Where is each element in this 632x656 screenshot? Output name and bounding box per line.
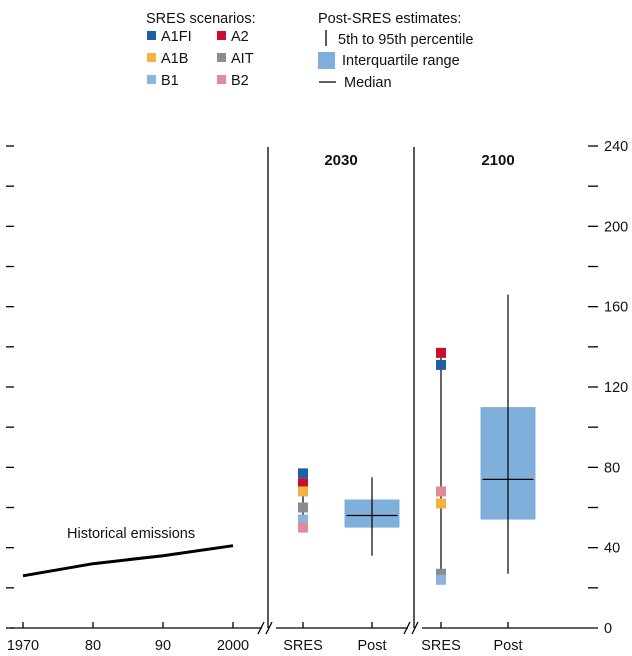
sres-marker-2100-a2	[436, 347, 446, 358]
panel-2100: SRES Post	[421, 294, 536, 654]
axis-break-left	[257, 621, 273, 635]
y-tick-label-120: 120	[604, 380, 628, 396]
legend-swatch-a1b	[147, 53, 156, 62]
x-ticks: 1970 80 90 2000	[7, 622, 249, 654]
scenario-panels: SRES Post SRES Post	[283, 294, 536, 654]
sres-marker-2100-ait	[436, 568, 446, 579]
sres-marker-2030-a1fi	[298, 468, 308, 479]
panel-title-2030: 2030	[324, 152, 357, 169]
x-tick-label-2100-post: Post	[493, 638, 522, 654]
legend-label-a2: A2	[231, 29, 249, 45]
legend: SRES scenarios: A1FI A2 A1B AIT B1 B2 Post-SR…	[146, 11, 473, 91]
y-tick-label-0: 0	[604, 621, 612, 637]
y-tick-label-200: 200	[604, 219, 628, 235]
axis-break-right	[403, 621, 419, 635]
sres-marker-2030-a1b	[298, 486, 308, 497]
y-tick-label-240: 240	[604, 139, 628, 155]
legend-swatch-a1fi	[147, 31, 156, 40]
y-tick-label-40: 40	[604, 541, 620, 557]
y-tick-label-160: 160	[604, 300, 628, 316]
x-tick-label-2030-post: Post	[357, 638, 386, 654]
y-ticks-left	[6, 145, 14, 629]
sres-legend-title: SRES scenarios:	[146, 11, 256, 27]
sres-marker-2100-a1b	[436, 498, 446, 509]
historical-emissions-line	[22, 544, 234, 578]
sres-marker-2030-b2	[298, 522, 308, 533]
legend-label-b2: B2	[231, 73, 249, 89]
legend-label-b1: B1	[161, 73, 179, 89]
sres-marker-2030-b1	[298, 514, 308, 525]
x-tick-label-2030-sres: SRES	[283, 638, 323, 654]
x-tick-label-90: 90	[155, 638, 171, 654]
sres-marker-2100-b2	[436, 486, 446, 497]
legend-label-a1b: A1B	[161, 51, 188, 67]
iqr-box-icon	[318, 52, 335, 69]
y-tick-label-80: 80	[604, 460, 620, 476]
legend-label-ait: AIT	[231, 51, 254, 67]
sres-marker-2100-a1fi	[436, 359, 446, 370]
y-ticks-right: 0 40 80 120 160 200 240	[588, 139, 628, 637]
x-tick-label-1970: 1970	[7, 638, 39, 654]
post-legend-label-percentile: 5th to 95th percentile	[338, 32, 473, 48]
legend-swatch-b1	[147, 75, 156, 84]
post-legend-title: Post-SRES estimates:	[318, 11, 461, 27]
sres-legend-items: A1FI A2 A1B AIT B1 B2	[147, 29, 254, 89]
legend-swatch-a2	[217, 31, 226, 40]
x-tick-label-80: 80	[85, 638, 101, 654]
panel-title-2100: 2100	[481, 152, 514, 169]
sres-marker-2100-b1	[436, 574, 446, 585]
legend-label-a1fi: A1FI	[161, 29, 192, 45]
legend-swatch-ait	[217, 53, 226, 62]
historical-emissions-label: Historical emissions	[67, 526, 195, 542]
panel-2030: SRES Post	[283, 468, 400, 654]
x-tick-label-2000: 2000	[217, 638, 249, 654]
post-legend-label-median: Median	[344, 75, 392, 91]
sres-marker-2030-a2	[298, 478, 308, 489]
sres-marker-2030-ait	[298, 502, 308, 513]
x-tick-label-2100-sres: SRES	[421, 638, 461, 654]
axes	[10, 147, 598, 635]
post-legend-label-iqr: Interquartile range	[342, 53, 460, 69]
legend-swatch-b2	[217, 75, 226, 84]
historical-panel: Historical emissions	[22, 526, 234, 578]
